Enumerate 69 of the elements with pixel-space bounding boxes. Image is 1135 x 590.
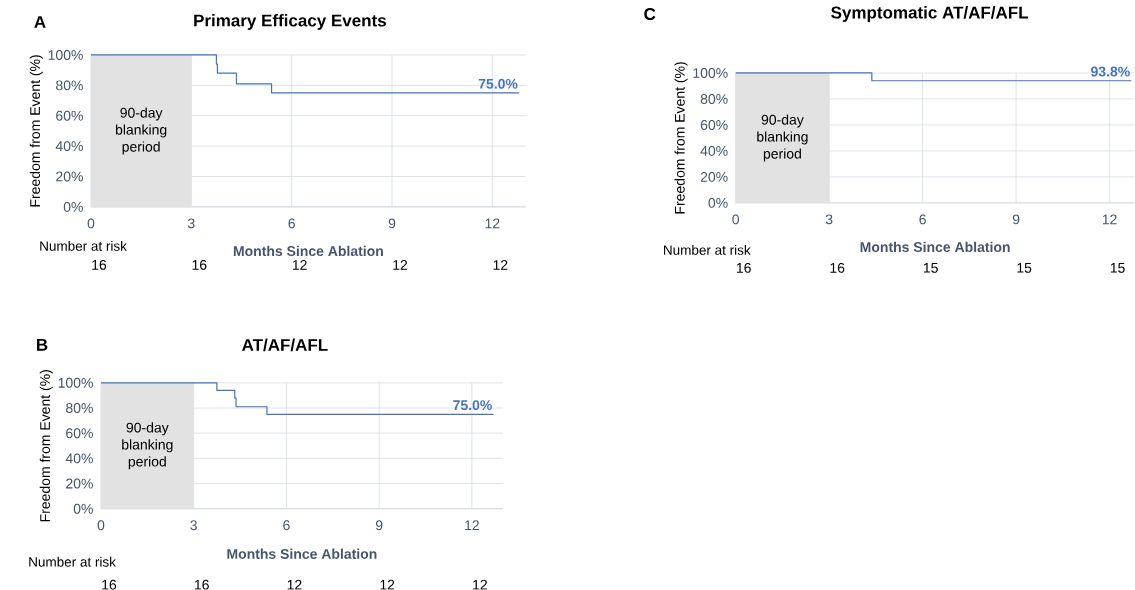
text: 12 [493, 260, 508, 270]
text: 12 [292, 260, 307, 270]
text: 15 [923, 263, 938, 273]
annotation: 75.0% [478, 78, 518, 89]
y-tick-label: 100% [58, 378, 93, 388]
text: Number at risk [664, 245, 751, 255]
x-tick-label: 6 [288, 218, 295, 229]
x-tick-label: 12 [485, 218, 500, 229]
x-tick-label: 9 [1012, 214, 1020, 225]
chart-title: Symptomatic AT/AF/AFL [831, 6, 1029, 23]
chart-title: AT/AF/AFL [242, 338, 328, 352]
x-axis-title: Months Since Ablation [860, 241, 1010, 253]
y-tick-label: 0% [708, 198, 728, 209]
y-tick-label: 80% [66, 403, 93, 414]
text: 16 [102, 579, 117, 590]
x-axis-title: Months Since Ablation [233, 245, 383, 257]
y-tick-label: 60% [66, 428, 93, 439]
x-tick-label: 12 [1102, 214, 1117, 225]
x-tick-label: 3 [825, 214, 833, 225]
y-tick-label: 100% [693, 68, 728, 79]
text: 16 [194, 579, 209, 590]
x-tick-label: 6 [919, 214, 926, 225]
x-axis-title: Months Since Ablation [227, 548, 377, 560]
y-tick-label: 0% [63, 202, 83, 213]
band-label: 90-day blanking period [757, 114, 808, 162]
text: 16 [830, 263, 845, 273]
y-tick-label: 60% [56, 110, 83, 121]
y-axis-title: Freedom from Event (%) [39, 370, 53, 522]
y-tick-label: 0% [73, 503, 93, 514]
text: A [34, 16, 46, 28]
y-axis-title: Freedom from Event (%) [29, 55, 43, 207]
text: 12 [473, 580, 487, 590]
text: 15 [1110, 263, 1125, 273]
x-tick-label: 12 [465, 520, 479, 531]
y-tick-label: 20% [700, 172, 728, 183]
text: 12 [393, 260, 408, 270]
annotation: 75.0% [453, 400, 492, 411]
chart-title: Primary Efficacy Events [194, 14, 386, 31]
text: 16 [192, 260, 207, 270]
text: Number at risk [40, 241, 127, 251]
x-tick-label: 9 [388, 218, 396, 229]
text: 15 [1017, 263, 1032, 273]
y-tick-label: 40% [700, 146, 728, 157]
y-tick-label: 60% [700, 120, 728, 131]
x-tick-label: 0 [97, 520, 105, 531]
y-tick-label: 40% [65, 453, 93, 464]
y-tick-label: 20% [56, 171, 83, 182]
text: C [644, 8, 656, 21]
x-tick-label: 0 [87, 218, 95, 229]
x-tick-label: 3 [187, 218, 195, 229]
y-tick-label: 20% [66, 478, 93, 489]
band-label: 90-day blanking period [122, 422, 173, 470]
x-tick-label: 3 [190, 520, 197, 531]
text: B [37, 339, 48, 351]
text: Number at risk [29, 556, 116, 567]
x-tick-label: 6 [283, 520, 290, 531]
y-tick-label: 80% [700, 94, 728, 105]
y-axis-title: Freedom from Event (%) [674, 62, 688, 214]
y-tick-label: 40% [55, 141, 83, 152]
y-tick-label: 80% [56, 80, 83, 91]
annotation: 93.8% [1091, 66, 1130, 77]
y-tick-label: 100% [48, 50, 83, 61]
x-tick-label: 9 [375, 520, 383, 531]
text: 12 [380, 580, 395, 590]
text: 16 [736, 263, 751, 273]
text: 12 [287, 580, 302, 590]
x-tick-label: 0 [732, 214, 740, 225]
text: 16 [92, 260, 107, 270]
band-label: 90-day blanking period [115, 107, 167, 155]
